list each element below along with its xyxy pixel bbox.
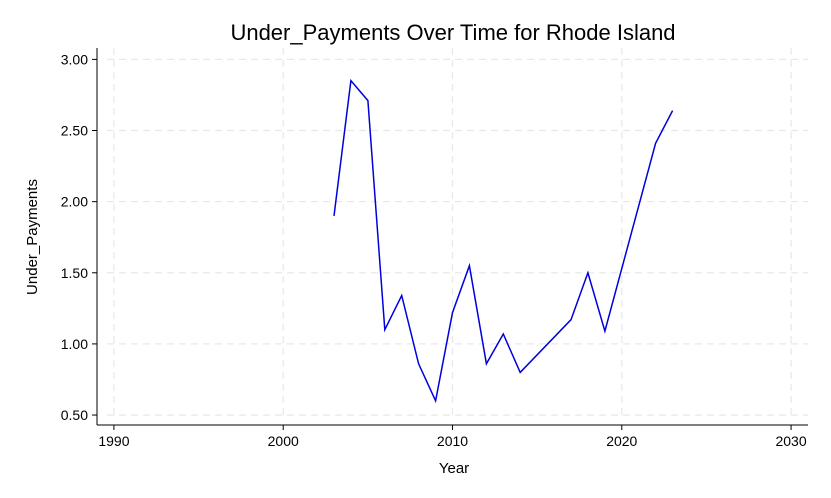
- y-tick-label-3: 2.00: [61, 194, 88, 210]
- x-tick-label-1: 2000: [268, 433, 299, 449]
- y-tick-label-2: 1.50: [61, 265, 88, 281]
- y-tick-label-4: 2.50: [61, 123, 88, 139]
- series-line-0: [333, 78, 674, 404]
- series-layer: [333, 78, 674, 404]
- axes-layer: [96, 48, 808, 426]
- chart-title: Under_Payments Over Time for Rhode Islan…: [230, 20, 675, 45]
- y-axis-label: Under_Payments: [24, 179, 41, 295]
- y-tick-label-5: 3.00: [61, 51, 88, 67]
- x-axis-label: Year: [439, 460, 469, 477]
- y-tick-label-1: 1.00: [61, 336, 88, 352]
- grid-layer: [107, 48, 808, 416]
- x-tick-label-0: 1990: [98, 433, 129, 449]
- y-tick-label-0: 0.50: [61, 407, 88, 423]
- x-tick-label-4: 2030: [775, 433, 806, 449]
- x-tick-label-3: 2020: [606, 433, 637, 449]
- ticks-layer: 0.50 1.00 1.50 2.00 2.50 3.00 1990 2000 2010 2020…: [61, 51, 807, 449]
- x-tick-label-2: 2010: [437, 433, 468, 449]
